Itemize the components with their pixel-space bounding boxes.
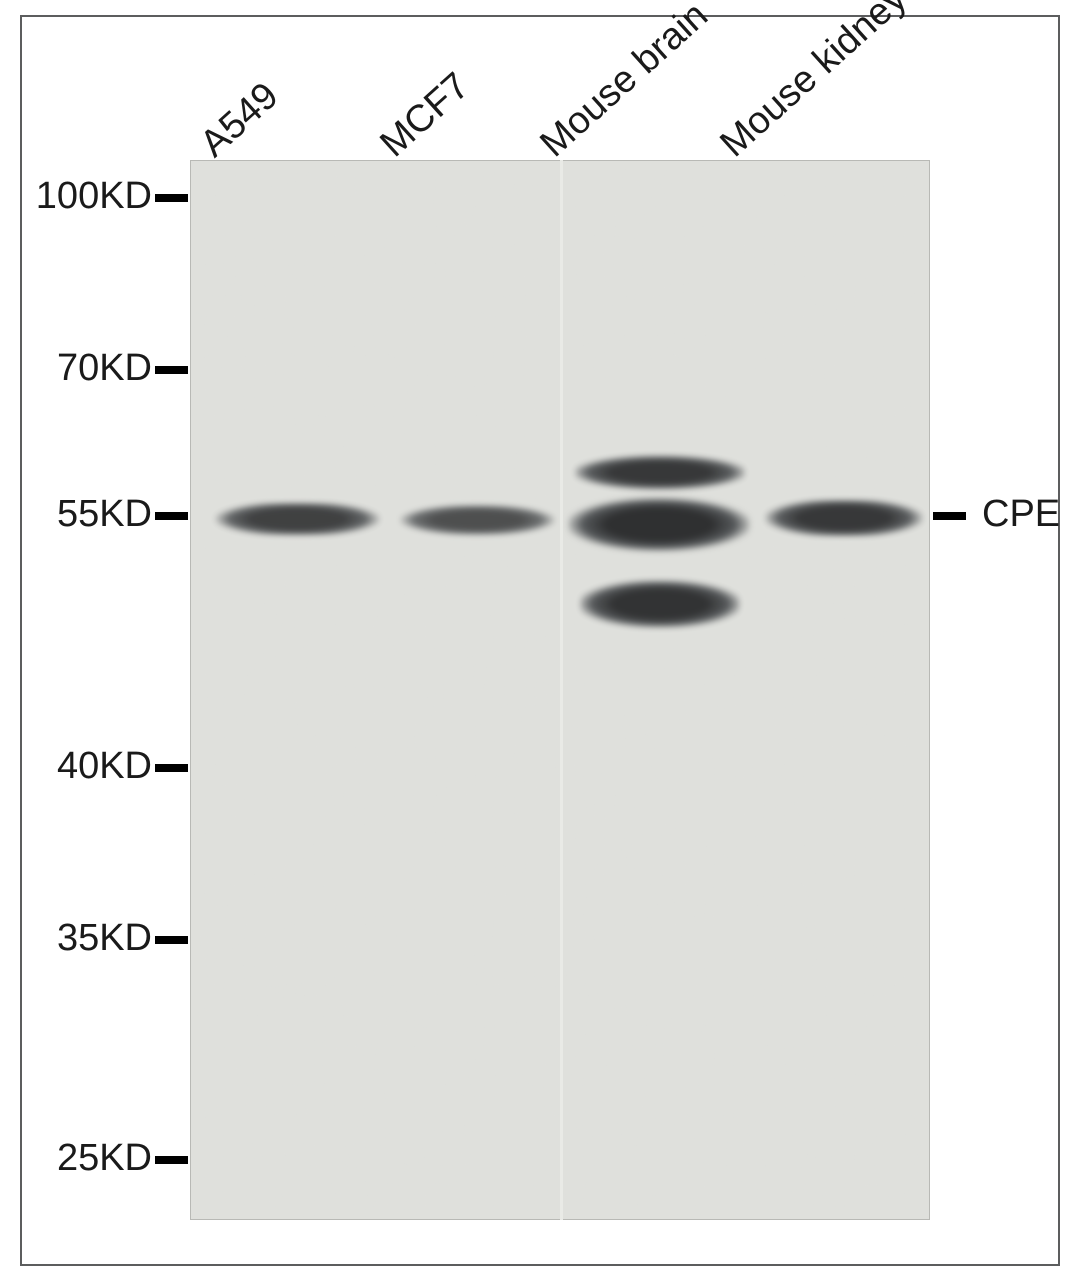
mw-marker-label: 40KD xyxy=(57,745,152,788)
blot-band xyxy=(400,505,555,535)
mw-marker-label: 55KD xyxy=(57,493,152,536)
target-label: CPE xyxy=(982,493,1060,536)
mw-marker-tick xyxy=(155,764,188,772)
mw-marker-tick xyxy=(155,366,188,374)
target-tick xyxy=(933,512,966,520)
mw-marker-tick xyxy=(155,936,188,944)
western-blot-figure: A549MCF7Mouse brainMouse kidney 100KD70K… xyxy=(0,0,1080,1281)
mw-marker-tick xyxy=(155,194,188,202)
mw-marker-tick xyxy=(155,512,188,520)
mw-marker-label: 25KD xyxy=(57,1137,152,1180)
membrane-divider xyxy=(560,160,563,1220)
mw-marker-tick xyxy=(155,1156,188,1164)
blot-band xyxy=(568,497,750,552)
blot-band xyxy=(765,500,923,536)
mw-marker-label: 70KD xyxy=(57,347,152,390)
mw-marker-label: 100KD xyxy=(36,175,152,218)
mw-marker-label: 35KD xyxy=(57,917,152,960)
blot-band xyxy=(215,503,380,535)
blot-band xyxy=(580,580,740,628)
blot-band xyxy=(575,455,745,490)
